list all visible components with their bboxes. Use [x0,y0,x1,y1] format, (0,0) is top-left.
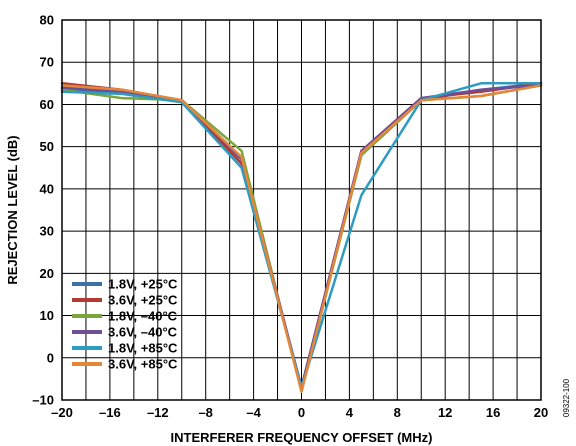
y-tick-label: 0 [47,350,54,365]
legend-label: 1.8V, –40°C [108,309,178,324]
y-tick-label: 60 [40,97,54,112]
y-tick-label: 70 [40,55,54,70]
x-tick-label: 16 [486,405,500,420]
x-tick-label: 4 [346,405,354,420]
series-layer [60,82,543,393]
x-tick-label: –20 [51,405,73,420]
legend-label: 3.6V, +25°C [108,293,178,308]
y-tick-label: 40 [40,181,54,196]
legend: 1.8V, +25°C3.6V, +25°C1.8V, –40°C3.6V, –… [72,277,178,372]
x-tick-label: –12 [147,405,169,420]
legend-item: 1.8V, +25°C [72,277,178,292]
x-tick-label: –4 [246,405,261,420]
figure-id: 09322-100 [562,378,571,417]
legend-label: 1.8V, +85°C [108,341,178,356]
legend-item: 3.6V, –40°C [72,325,178,340]
series-line-6 [60,84,543,393]
x-axis-title: INTERFERER FREQUENCY OFFSET (MHz) [171,430,433,445]
y-tick-label: 50 [40,139,54,154]
legend-item: 3.6V, +85°C [72,357,178,372]
plot-frame [61,19,542,401]
y-tick-labels: –10 0 10 20 30 40 50 60 70 80 [32,13,54,408]
y-tick-label: –10 [32,393,54,408]
y-axis-title: REJECTION LEVEL (dB) [5,135,20,284]
legend-item: 1.8V, –40°C [72,309,178,324]
x-tick-label: 0 [298,405,305,420]
legend-item: 3.6V, +25°C [72,293,178,308]
y-tick-label: 20 [40,266,54,281]
x-tick-label: 20 [534,405,548,420]
x-tick-labels: –20 –16 –12 –8 –4 0 4 8 12 16 20 [51,405,548,420]
x-tick-label: –8 [198,405,212,420]
x-tick-label: 12 [438,405,452,420]
legend-label: 3.6V, +85°C [108,357,178,372]
legend-item: 1.8V, +85°C [72,341,178,356]
y-tick-label: 30 [40,224,54,239]
legend-label: 1.8V, +25°C [108,277,178,292]
x-tick-label: –16 [99,405,121,420]
legend-label: 3.6V, –40°C [108,325,178,340]
y-tick-label: 10 [40,308,54,323]
y-tick-label: 80 [40,13,54,28]
x-tick-label: 8 [394,405,401,420]
